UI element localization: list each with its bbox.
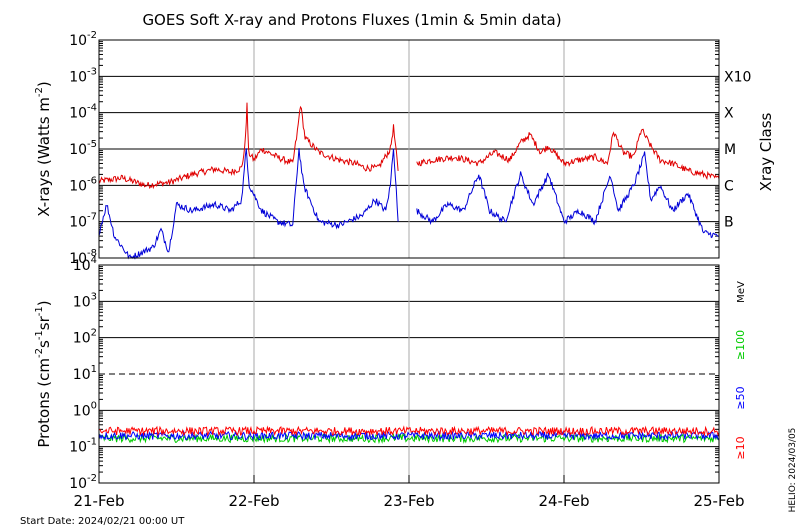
- xray-plot-frame: [98, 39, 720, 259]
- xray-panel: 10-8 10-7 10-6 10-5 10-4 10-3 10-2 B C M X X10 X-r…: [34, 30, 775, 267]
- x-tick-label: 25-Feb: [693, 492, 744, 510]
- proton-y-axis-label: Protons (cm-2s-1sr-1): [34, 300, 53, 447]
- y-tick-label: 102: [73, 328, 97, 347]
- proton-energy-legend: MeV ≥100 ≥50 ≥10: [734, 281, 747, 460]
- y-tick-label: 10-1: [69, 437, 97, 456]
- xray-gridlines: [99, 40, 719, 258]
- legend-p50: ≥50: [734, 386, 747, 409]
- helio-date-stamp: HELIO: 2024/03/05: [788, 428, 798, 513]
- proton-series-line-2: [99, 425, 720, 437]
- y-tick-label: 10-2: [69, 473, 97, 492]
- proton-series-line-0: [98, 432, 720, 445]
- proton-y-tick-labels: 10-2 10-1 100 101 102 103 104: [69, 255, 97, 492]
- class-label: X: [724, 106, 734, 122]
- y-tick-label: 10-6: [69, 175, 97, 194]
- class-label: X10: [724, 69, 751, 85]
- chart-title: GOES Soft X-ray and Protons Fluxes (1min…: [142, 11, 561, 29]
- proton-panel: 10-2 10-1 100 101 102 103 104 Protons (cm-2s-1…: [34, 255, 747, 492]
- y-tick-label: 10-5: [69, 139, 97, 158]
- time-axis-tick-labels: 21-Feb 22-Feb 23-Feb 24-Feb 25-Feb: [73, 475, 745, 510]
- legend-p100: ≥100: [734, 330, 747, 360]
- class-label: C: [724, 178, 734, 194]
- class-label: B: [724, 215, 734, 231]
- y-tick-label: 101: [73, 364, 97, 383]
- y-tick-label: 100: [73, 400, 97, 419]
- xray-y-tick-labels: 10-8 10-7 10-6 10-5 10-4 10-3 10-2: [69, 30, 97, 267]
- xray-series-line-1-1: [416, 151, 720, 239]
- proton-series-group: [98, 425, 720, 445]
- mev-unit-label: MeV: [736, 281, 747, 303]
- y-tick-label: 10-7: [69, 212, 97, 231]
- start-date-label: Start Date: 2024/02/21 00:00 UT: [20, 516, 185, 527]
- xray-series-line-1-0: [98, 148, 399, 260]
- y-tick-label: 10-2: [69, 30, 97, 49]
- y-tick-label: 103: [73, 291, 97, 310]
- xray-class-axis-title: Xray Class: [757, 112, 775, 191]
- xray-y-axis-label: X-rays (Watts m-2): [34, 81, 53, 216]
- y-tick-label: 10-3: [69, 66, 97, 85]
- y-tick-label: 10-4: [69, 103, 97, 122]
- y-tick-label: 104: [73, 255, 97, 274]
- y-tick-label: 10-8: [69, 248, 97, 267]
- xray-class-labels: B C M X X10: [724, 69, 751, 230]
- x-tick-label: 21-Feb: [73, 492, 124, 510]
- xray-series-line-0-1: [416, 128, 720, 181]
- proton-gridlines: [99, 265, 719, 483]
- xray-series-line-0-0: [98, 102, 399, 190]
- x-tick-label: 24-Feb: [538, 492, 589, 510]
- xray-series-group: [98, 102, 720, 260]
- class-label: M: [724, 142, 736, 158]
- x-tick-label: 23-Feb: [383, 492, 434, 510]
- x-tick-label: 22-Feb: [228, 492, 279, 510]
- legend-p10: ≥10: [734, 436, 747, 459]
